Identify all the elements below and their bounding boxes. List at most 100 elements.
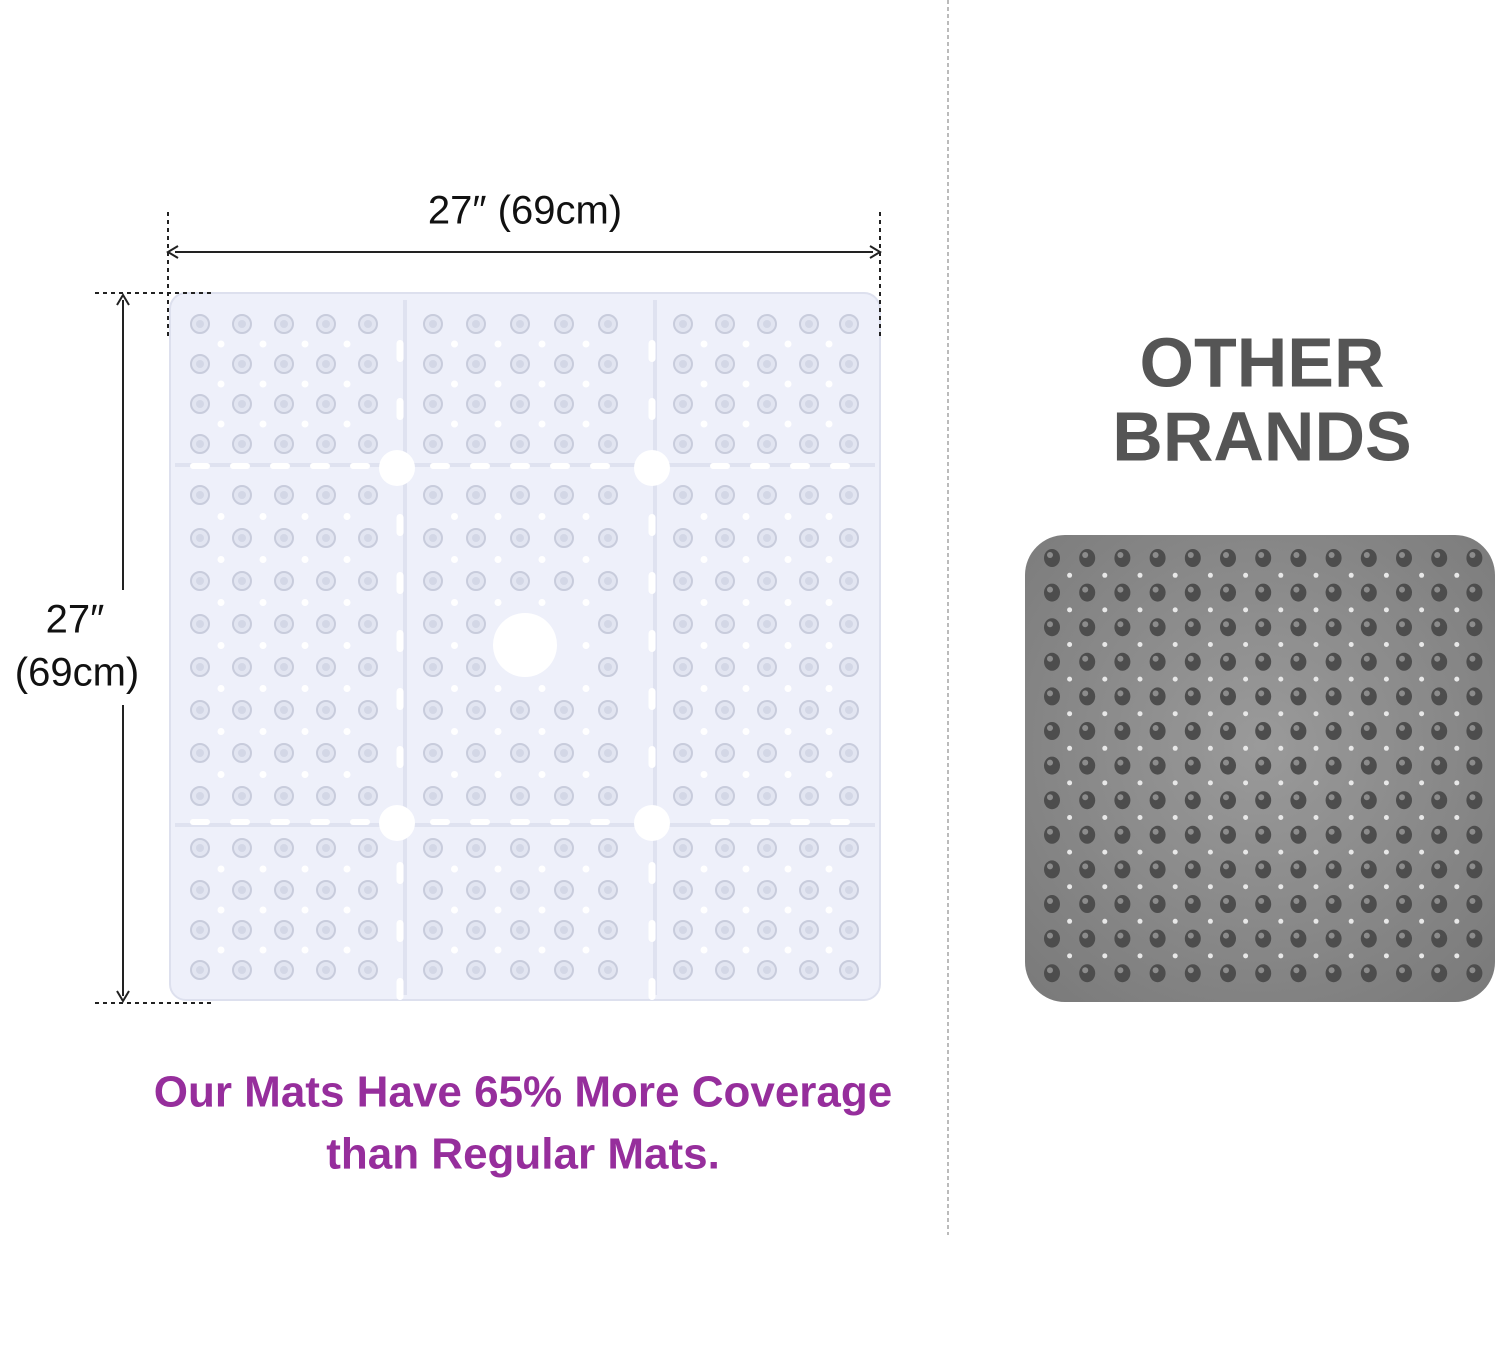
- suction-cup: [1184, 860, 1201, 879]
- suction-cup-center: [679, 491, 687, 499]
- drain-hole: [1348, 607, 1354, 613]
- drain-hole: [494, 771, 502, 778]
- drain-hole: [217, 556, 225, 563]
- highlight: [1187, 828, 1194, 835]
- drain-hole: [1102, 676, 1108, 682]
- suction-cup: [1184, 618, 1201, 637]
- highlight: [1117, 794, 1124, 801]
- drain-hole: [825, 380, 833, 388]
- drain-hole: [1243, 745, 1249, 751]
- slot: [648, 340, 656, 362]
- drain-hole: [784, 946, 792, 954]
- drain-hole: [1419, 642, 1425, 647]
- suction-cup-center: [280, 400, 288, 408]
- highlight: [1434, 586, 1441, 593]
- suction-cup-center: [322, 320, 330, 328]
- suction-cup: [1325, 756, 1342, 775]
- caption: than Regular Mats.: [326, 1130, 720, 1179]
- suction-cup-center: [845, 440, 853, 448]
- suction-cup: [1396, 825, 1412, 844]
- slot: [270, 463, 290, 469]
- drain-hole: [259, 340, 267, 348]
- highlight: [1258, 898, 1265, 904]
- drain-hole: [494, 380, 502, 388]
- drain-hole: [1137, 711, 1143, 717]
- suction-cup-center: [679, 620, 687, 628]
- other-brands-title: BRANDS: [1112, 397, 1411, 475]
- highlight: [1469, 932, 1476, 939]
- suction-cup-center: [805, 400, 813, 408]
- drain-hole: [700, 946, 708, 954]
- highlight: [1363, 898, 1370, 904]
- highlight: [1469, 725, 1476, 731]
- drain-hole: [343, 642, 351, 649]
- drain-hole: [1383, 815, 1389, 820]
- drain-hole: [494, 685, 502, 692]
- suction-cup-center: [429, 440, 437, 448]
- suction-cup-center: [364, 966, 372, 974]
- suction-cup: [1114, 722, 1131, 740]
- drain-hole: [742, 771, 750, 778]
- drain-hole: [1067, 642, 1073, 647]
- suction-cup: [1079, 618, 1096, 637]
- suction-cup-center: [280, 886, 288, 894]
- highlight: [1082, 759, 1089, 766]
- slot: [648, 630, 656, 652]
- suction-cup: [1044, 756, 1060, 775]
- suction-cup-center: [805, 620, 813, 628]
- highlight: [1363, 932, 1370, 939]
- suction-cup-center: [280, 534, 288, 542]
- drain-hole: [343, 771, 351, 778]
- highlight: [1434, 794, 1441, 801]
- highlight: [1434, 690, 1441, 697]
- drain-hole: [301, 599, 309, 606]
- suction-cup-center: [604, 966, 612, 974]
- highlight: [1363, 794, 1370, 801]
- drain-hole: [1383, 711, 1389, 717]
- suction-cup-center: [845, 400, 853, 408]
- suction-cup: [1114, 791, 1131, 810]
- highlight: [1399, 932, 1405, 939]
- drain-hole: [1454, 745, 1460, 751]
- drain-hole: [343, 685, 351, 692]
- drain-hole: [1207, 607, 1213, 613]
- highlight: [1363, 586, 1370, 593]
- highlight: [1434, 552, 1441, 558]
- drain-hole: [1454, 815, 1460, 820]
- suction-cup-center: [322, 491, 330, 499]
- slot: [648, 978, 656, 1000]
- suction-cup: [1220, 652, 1236, 671]
- drain-hole: [1419, 849, 1425, 855]
- suction-cup: [1466, 722, 1483, 740]
- highlight: [1117, 552, 1124, 558]
- drain-hole: [742, 340, 750, 348]
- highlight: [1047, 586, 1053, 593]
- suction-cup: [1396, 652, 1412, 671]
- drain-hole: [1172, 780, 1178, 786]
- drain-hole: [494, 599, 502, 606]
- drain-hole: [259, 906, 267, 914]
- suction-cup: [1255, 652, 1272, 671]
- suction-cup-center: [805, 966, 813, 974]
- drain-hole: [742, 599, 750, 606]
- drain-hole: [259, 728, 267, 735]
- slot: [230, 819, 250, 825]
- suction-cup: [1079, 929, 1096, 948]
- suction-cup-center: [238, 534, 246, 542]
- highlight: [1328, 655, 1335, 662]
- drain-hole: [1313, 676, 1319, 682]
- suction-cup: [1290, 825, 1307, 844]
- highlight: [1223, 967, 1229, 974]
- suction-cup-center: [280, 663, 288, 671]
- drain-hole: [1313, 642, 1319, 647]
- slot: [510, 463, 530, 469]
- drain-hole: [451, 556, 458, 563]
- drain-hole: [259, 599, 267, 606]
- suction-cup-center: [472, 706, 480, 714]
- highlight: [1258, 794, 1265, 801]
- drain-hole: [582, 865, 590, 873]
- highlight: [1363, 967, 1370, 974]
- highlight: [1328, 863, 1335, 870]
- slot: [396, 978, 404, 1000]
- slot: [790, 819, 810, 825]
